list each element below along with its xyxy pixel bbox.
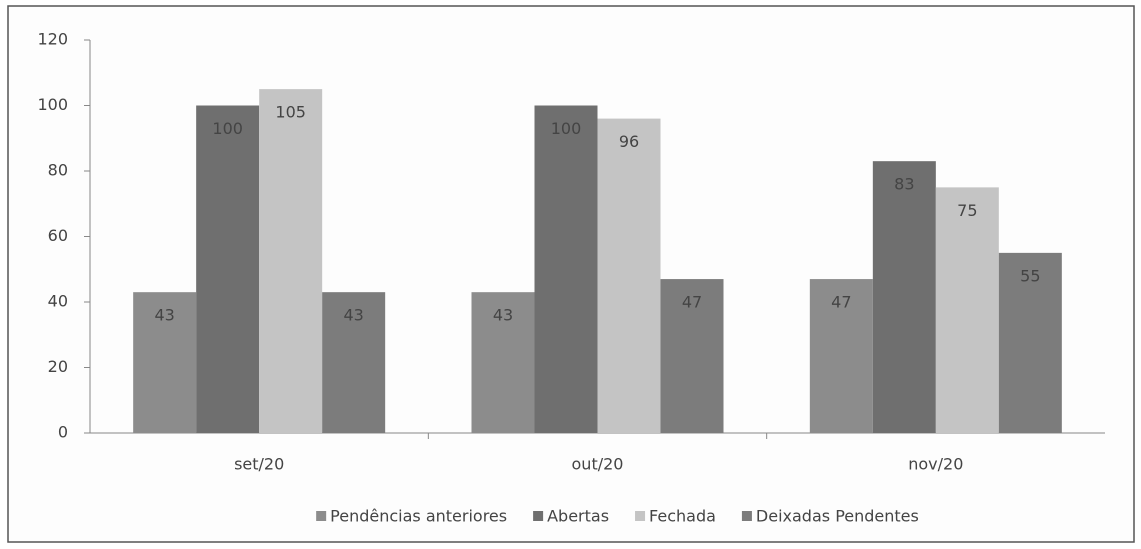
y-tick-label: 20	[48, 357, 68, 376]
bar	[259, 89, 323, 433]
data-label: 100	[551, 119, 582, 138]
legend-label: Fechada	[649, 507, 716, 526]
data-label: 47	[682, 293, 702, 312]
legend-label: Deixadas Pendentes	[756, 507, 919, 526]
bar	[322, 292, 386, 433]
y-tick-label: 40	[48, 292, 68, 311]
data-label: 43	[343, 306, 363, 325]
bar	[133, 292, 197, 433]
bar	[935, 187, 999, 433]
bar	[998, 252, 1062, 433]
bar	[597, 118, 661, 433]
bar	[809, 279, 873, 433]
bar	[872, 161, 936, 434]
data-label: 105	[275, 103, 306, 122]
data-label: 43	[154, 306, 174, 325]
bar	[471, 292, 535, 433]
y-tick-label: 60	[48, 226, 68, 245]
bar	[660, 279, 724, 433]
data-label: 96	[619, 132, 639, 151]
data-label: 43	[493, 306, 513, 325]
legend-swatch	[635, 511, 646, 521]
data-label: 100	[212, 119, 243, 138]
x-tick-label: out/20	[572, 455, 624, 474]
y-tick-label: 120	[37, 30, 68, 49]
legend-swatch	[533, 511, 544, 521]
data-label: 55	[1020, 266, 1040, 285]
x-tick-label: set/20	[234, 455, 284, 474]
legend-swatch	[741, 511, 752, 521]
bar	[196, 105, 260, 433]
legend-swatch	[316, 511, 327, 521]
x-tick-label: nov/20	[908, 455, 963, 474]
legend-label: Pendências anteriores	[330, 507, 507, 526]
bar	[534, 105, 598, 433]
legend-label: Abertas	[547, 507, 609, 526]
y-tick-label: 80	[48, 161, 68, 180]
data-label: 47	[831, 293, 851, 312]
y-tick-label: 0	[58, 423, 68, 442]
data-label: 75	[957, 201, 977, 220]
data-label: 83	[894, 175, 914, 194]
y-tick-label: 100	[37, 95, 68, 114]
